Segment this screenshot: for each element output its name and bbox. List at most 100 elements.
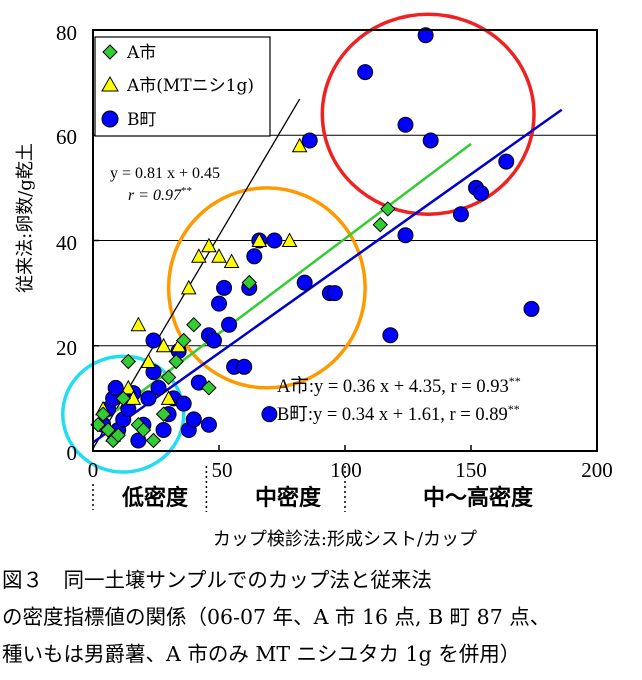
b-town-point — [216, 279, 233, 296]
x-tick-150: 150 — [455, 458, 487, 482]
a-city-mt-point — [155, 337, 172, 353]
fit-equation-labels: y = 0.81 x + 0.45 r = 0.97** A市:y = 0.36… — [110, 165, 521, 425]
a-city-point — [160, 369, 177, 386]
a-city-point — [380, 201, 396, 217]
a-city-point — [100, 422, 116, 438]
caption-line-3: 種いもは男爵薯、A 市のみ MT ニシユタカ 1g を併用） — [2, 642, 521, 666]
a-city-mt-point — [281, 232, 298, 247]
b-town-point — [382, 327, 399, 344]
y-tick-40: 40 — [56, 231, 77, 255]
b-town-point — [397, 227, 414, 244]
b-town-point — [417, 27, 434, 44]
b-town-point — [211, 295, 227, 312]
b-town-point — [422, 132, 439, 149]
a-city-point — [372, 217, 388, 233]
b-town-point — [301, 132, 318, 149]
legend-label-a: A市 — [126, 43, 156, 63]
a-city-point — [115, 390, 131, 407]
a-city-point — [145, 432, 162, 449]
b-town-point — [200, 416, 217, 433]
a-city-fit-equation: A市:y = 0.36 x + 4.35, r = 0.93** — [277, 374, 521, 397]
b-town-fit-sig: ** — [508, 402, 520, 416]
zone-low-label: 低密度 — [121, 485, 189, 511]
a-city-mt-point — [223, 253, 240, 269]
b-town-point — [452, 206, 469, 223]
b-town-point — [246, 248, 263, 265]
a-city-point — [186, 316, 202, 333]
a-city-mt-point — [191, 248, 207, 263]
b-town-point — [185, 411, 202, 428]
x-tick-200: 200 — [581, 458, 613, 482]
a-city-point — [155, 406, 172, 422]
x-tick-labels: 0 50 100 150 200 — [88, 458, 613, 482]
a-city-point — [241, 274, 257, 291]
b-town-point — [140, 390, 157, 407]
legend-label-b: B町 — [127, 110, 157, 130]
b-town-point — [523, 300, 540, 317]
a-city-mt-point — [160, 390, 177, 405]
overall-fit-r-text: r = 0.97 — [128, 187, 182, 204]
data-points — [90, 27, 540, 449]
b-town-point — [266, 232, 283, 249]
b-town-point — [190, 374, 207, 391]
b-town-point — [397, 116, 414, 133]
a-city-mt-point — [251, 232, 268, 247]
a-city-fit-label: A市:y = 0.36 x + 4.35, r = 0.93 — [277, 376, 509, 397]
b-town-point — [498, 153, 515, 170]
a-city-point — [120, 353, 136, 370]
a-city-mt-point — [120, 379, 137, 395]
b-town-point — [155, 421, 172, 438]
density-ellipses — [61, 12, 536, 474]
legend-box — [94, 36, 271, 137]
b-town-point — [145, 332, 162, 349]
b-town-point — [150, 379, 167, 396]
scatter-chart: A市 A市(MTニシ1g) B町 y = 0.81 x + 0.45 r = 0… — [15, 12, 613, 550]
x-tick-0: 0 — [88, 458, 99, 482]
y-tick-60: 60 — [56, 125, 77, 149]
legend-diamond-marker — [102, 44, 118, 60]
a-city-point — [168, 353, 184, 370]
y-tick-labels: 0 20 40 60 80 — [56, 21, 77, 465]
legend-label-a-mt: A市(MTニシ1g) — [126, 76, 254, 96]
b-town-point — [261, 406, 278, 423]
b-town-point — [296, 274, 313, 291]
y-axis-title: 従来法:卵数/g乾土 — [15, 143, 36, 293]
mid-density-ellipse — [166, 186, 367, 390]
low-density-ellipse — [61, 354, 186, 474]
a-city-fit-sig: ** — [509, 374, 521, 388]
legend-circle-marker — [101, 110, 119, 128]
a-city-mt-point — [291, 137, 308, 153]
y-tick-0: 0 — [67, 441, 78, 465]
b-town-point — [326, 285, 343, 302]
x-axis-title: カップ検診法:形成シスト/カップ — [213, 529, 477, 550]
b-town-fit-equation: B町:y = 0.34 x + 1.61, r = 0.89** — [277, 402, 520, 425]
b-town-point — [107, 379, 124, 396]
high-density-ellipse — [320, 12, 536, 216]
a-city-point — [135, 422, 152, 438]
b-town-point — [473, 185, 490, 202]
axis-ticks — [92, 29, 598, 452]
b-town-point — [205, 332, 222, 349]
b-town-point — [357, 64, 374, 81]
overall-fit-equation: y = 0.81 x + 0.45 — [110, 165, 220, 182]
y-tick-20: 20 — [56, 336, 77, 360]
a-city-mt-point — [140, 353, 157, 369]
b-town-point — [175, 395, 192, 412]
y-tick-80: 80 — [56, 21, 77, 45]
b-town-point — [236, 358, 253, 375]
caption-line-1: 図３ 同一土壌サンプルでのカップ法と従来法 — [2, 568, 432, 592]
a-city-point — [95, 406, 111, 422]
a-city-mt-point — [180, 279, 197, 295]
legend-triangle-marker — [101, 75, 119, 92]
a-city-point — [110, 427, 126, 443]
a-city-mt-point — [211, 248, 227, 263]
a-city-point — [176, 332, 192, 349]
overall-fit-r: r = 0.97** — [128, 185, 192, 204]
fit-line-b-town — [92, 108, 563, 444]
x-tick-100: 100 — [330, 458, 362, 482]
zone-high-label: 中〜高密度 — [423, 485, 534, 511]
b-town-fit-label: B町:y = 0.34 x + 1.61, r = 0.89 — [277, 405, 508, 425]
density-zones: 低密度 中密度 中〜高密度 — [92, 466, 534, 512]
a-city-mt-point — [130, 316, 147, 332]
figure-caption: 図３ 同一土壌サンプルでのカップ法と従来法 の密度指標値の関係（06-07 年、… — [2, 562, 640, 673]
